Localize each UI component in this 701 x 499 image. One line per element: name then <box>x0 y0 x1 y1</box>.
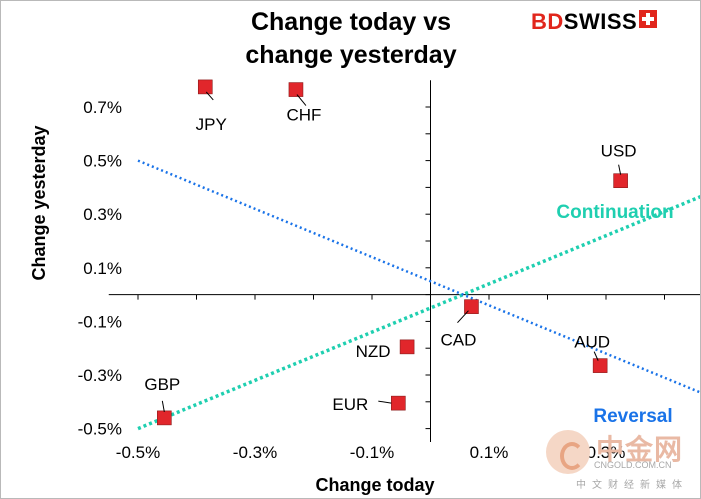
brand-wordmark: BDSWISS <box>531 9 637 35</box>
line-label-continuation: Continuation <box>556 202 673 223</box>
point-marker <box>288 82 304 97</box>
axes <box>108 80 700 442</box>
data-point: USD <box>601 142 637 188</box>
point-leader-line <box>161 400 165 412</box>
trend-line-continuation <box>137 194 700 431</box>
y-tick-label: 0.7% <box>83 98 122 117</box>
y-tick-label: 0.5% <box>83 152 122 171</box>
point-label: JPY <box>196 115 227 134</box>
data-point: GBP <box>144 375 180 426</box>
point-leader-line <box>296 94 307 106</box>
point-leader-line <box>618 164 622 175</box>
chart-title-line-2: change yesterday <box>245 41 457 69</box>
cngold-logo-icon <box>546 430 590 474</box>
y-tick-label: 0.3% <box>83 205 122 224</box>
x-tick-label: -0.5% <box>116 443 160 462</box>
point-label: AUD <box>574 333 610 352</box>
brand-suffix: SWISS <box>563 9 638 34</box>
y-tick-label: -0.1% <box>78 312 122 331</box>
cngold-watermark: 中金网 CNGOLD.COM.CN 中文财经新媒体 <box>546 426 696 496</box>
point-marker <box>391 395 406 411</box>
point-leader-line <box>378 400 392 404</box>
x-axis-title: Change today <box>315 475 434 495</box>
point-leader-line <box>205 91 214 101</box>
x-tick-label: -0.3% <box>233 443 277 462</box>
point-leader-line <box>593 351 599 361</box>
data-point: CAD <box>440 299 479 350</box>
point-label: USD <box>601 142 637 161</box>
trend-line-reversal <box>137 159 700 394</box>
watermark-url: CNGOLD.COM.CN <box>594 460 672 470</box>
y-tick-label: -0.5% <box>78 420 122 439</box>
data-point: EUR <box>332 395 406 414</box>
point-label: GBP <box>144 375 180 394</box>
data-point: AUD <box>574 333 610 373</box>
point-label: CHF <box>286 106 321 125</box>
point-leader-line <box>457 310 469 323</box>
bdswiss-logo: BDSWISS <box>531 9 658 35</box>
point-label: NZD <box>356 342 391 361</box>
x-tick-label: 0.3% <box>587 443 626 462</box>
y-tick-label: 0.1% <box>83 259 122 278</box>
point-label: EUR <box>332 395 368 414</box>
point-marker <box>464 299 479 314</box>
x-tick-label: 0.1% <box>470 443 509 462</box>
point-label: CAD <box>440 331 476 350</box>
point-marker <box>157 410 172 426</box>
point-marker <box>592 358 608 373</box>
watermark-name: 中金网 <box>596 434 684 465</box>
line-label-reversal: Reversal <box>593 406 672 427</box>
swiss-cross-icon <box>639 10 658 28</box>
chart-title-line-1: Change today vs <box>250 8 452 36</box>
data-points: JPY CHF USD CAD NZD AUD GBP EUR <box>144 79 637 426</box>
point-marker <box>399 339 415 355</box>
data-point: NZD <box>356 339 415 361</box>
y-tick-label: -0.3% <box>78 366 122 385</box>
point-marker <box>613 173 628 188</box>
watermark-subtitle: 中文财经新媒体 <box>576 480 688 491</box>
brand-prefix: BD <box>531 9 564 34</box>
axis-labels: -0.5%-0.3%-0.1%0.1%0.3%0.5%0.7%0.5%0.3%0… <box>29 98 674 495</box>
reference-lines <box>137 159 700 431</box>
data-point: JPY <box>196 79 227 134</box>
y-axis-title: Change yesterday <box>29 125 49 280</box>
data-point: CHF <box>286 82 321 125</box>
x-tick-label: -0.1% <box>350 443 394 462</box>
point-marker <box>197 79 213 95</box>
